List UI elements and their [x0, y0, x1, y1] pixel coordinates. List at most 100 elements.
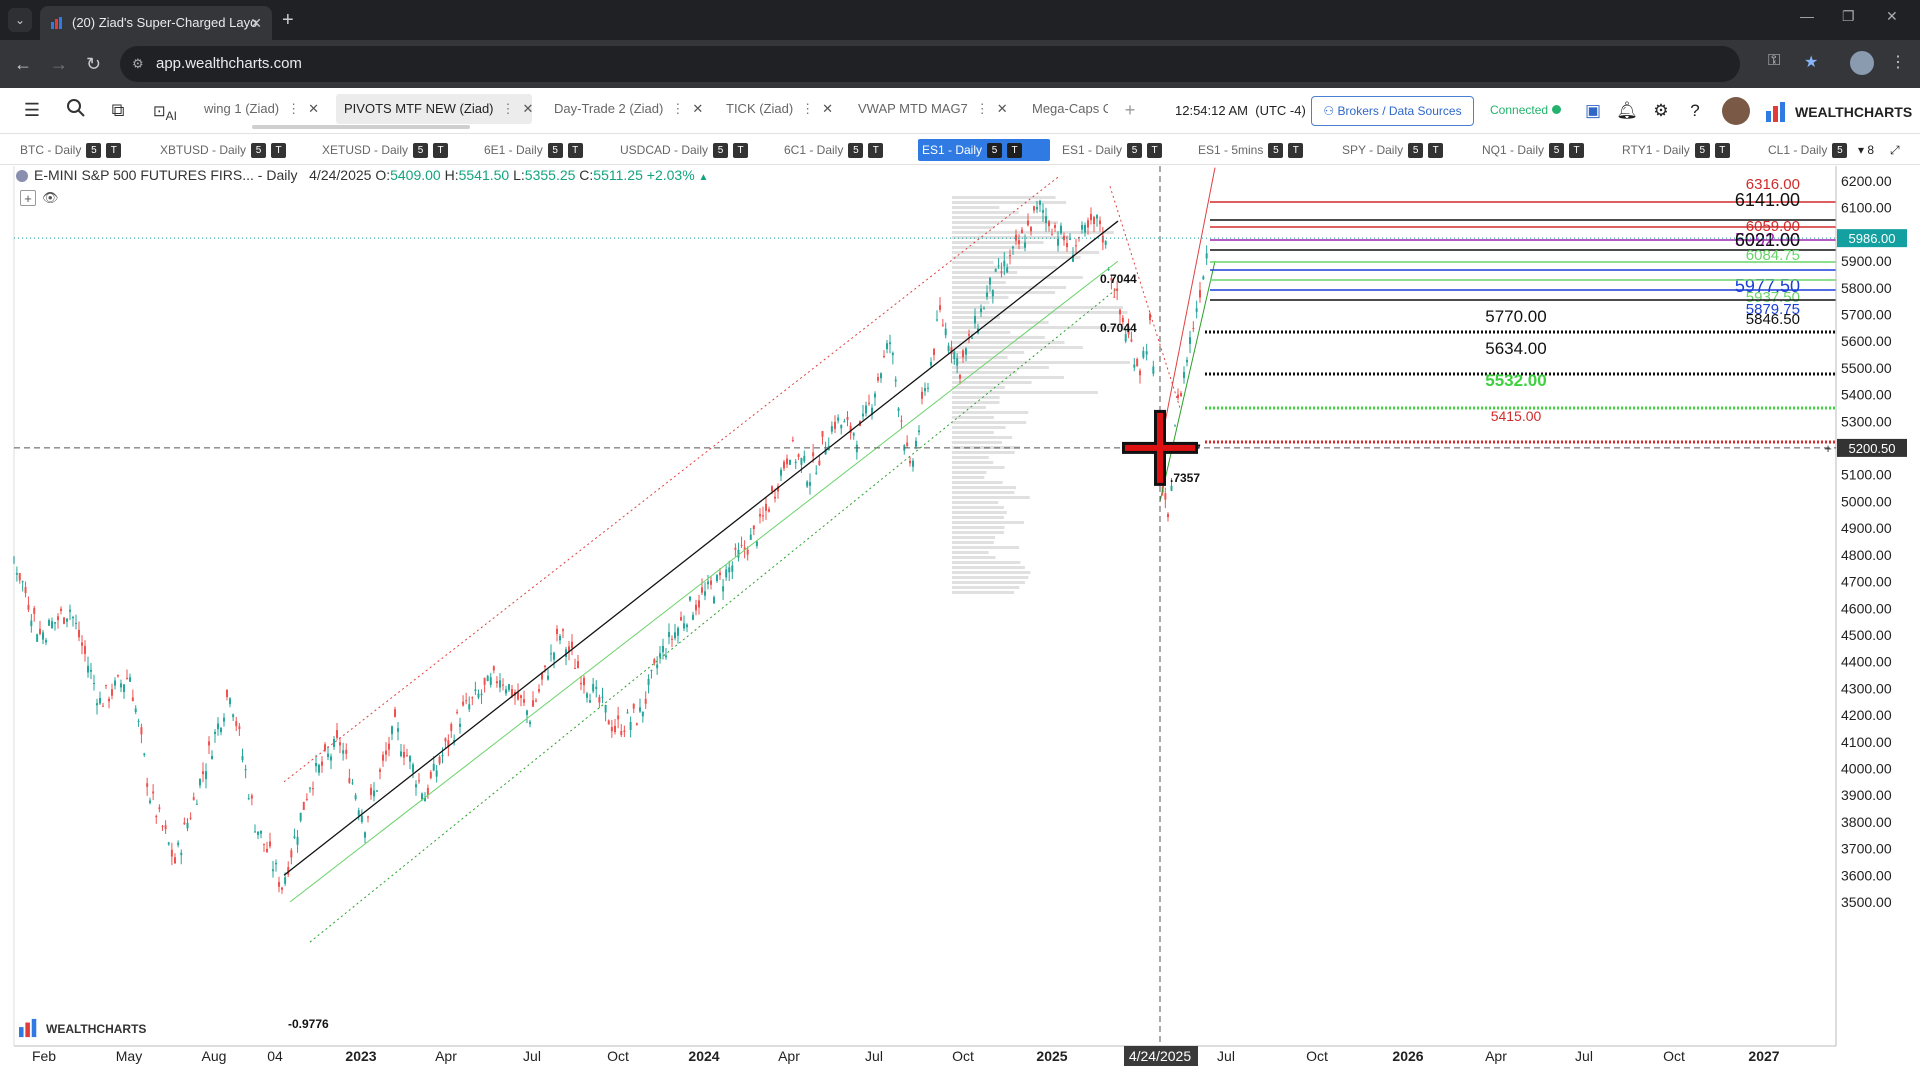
close-tab-icon[interactable]: ✕	[308, 101, 320, 116]
settings-box[interactable]: 5	[251, 143, 267, 159]
bell-icon[interactable]: 🔔︎	[1616, 101, 1638, 120]
candle-body	[30, 620, 33, 627]
template-box[interactable]: T	[1288, 143, 1304, 159]
layout-tab-0[interactable]: wing 1 (Ziad) ⋮ ✕	[196, 94, 319, 124]
symbols-overflow-button[interactable]: ▾ 8	[1858, 143, 1875, 157]
candle-body	[983, 308, 985, 310]
add-indicator-icon[interactable]: +	[20, 190, 36, 206]
tab-scrollbar[interactable]	[252, 125, 470, 129]
template-box[interactable]: T	[106, 143, 122, 159]
layouts-icon[interactable]: ⧉	[111, 100, 125, 120]
candle-body	[550, 653, 552, 655]
symbol-tab-es1[interactable]: ES1 - Daily 5 T	[1058, 139, 1166, 161]
symbol-tab-6e1[interactable]: 6E1 - Daily 5 T	[480, 139, 587, 161]
symbol-tab-nq1[interactable]: NQ1 - Daily 5 T	[1478, 139, 1588, 161]
layout-tab-4[interactable]: VWAP MTD MAG7 ⋮ ✕	[850, 94, 1008, 124]
close-tab-icon[interactable]: ✕	[822, 101, 834, 116]
address-input[interactable]: ⚙ app.wealthcharts.com	[120, 46, 1740, 82]
close-tab-icon[interactable]: ✕	[996, 101, 1008, 116]
layout-tab-5[interactable]: Mega-Caps C	[1024, 94, 1108, 124]
settings-box[interactable]: 5	[713, 143, 729, 159]
template-box[interactable]: T	[271, 143, 287, 159]
close-tab-icon[interactable]: ✕	[522, 101, 534, 116]
template-box[interactable]: T	[868, 143, 884, 159]
close-tab-icon[interactable]: ✕	[250, 15, 262, 31]
x-tick-label: Jul	[1217, 1048, 1235, 1064]
symbol-tab-rty1[interactable]: RTY1 - Daily 5 T	[1618, 139, 1734, 161]
profile-avatar[interactable]	[1850, 51, 1874, 75]
candle-body	[526, 710, 528, 715]
template-box[interactable]: T	[567, 143, 583, 159]
settings-box[interactable]: 5	[987, 143, 1003, 159]
template-box[interactable]: T	[733, 143, 749, 159]
candle-body	[1039, 200, 1041, 205]
bookmark-star-icon[interactable]: ★	[1804, 54, 1819, 71]
volume-profile-bar	[952, 276, 1083, 279]
search-icon[interactable]	[64, 98, 88, 122]
browser-tab[interactable]: (20) Ziad's Super-Charged Layo ✕	[40, 6, 272, 40]
template-box[interactable]: T	[1714, 143, 1730, 159]
symbol-tab-spy[interactable]: SPY - Daily 5 T	[1338, 139, 1447, 161]
layout-tab-1[interactable]: PIVOTS MTF NEW (Ziad) ⋮ ✕	[336, 94, 534, 124]
tab-options-icon[interactable]: ⋮	[671, 101, 685, 116]
symbol-tab-usdcad[interactable]: USDCAD - Daily 5 T	[616, 139, 752, 161]
brokers-data-sources-button[interactable]: ⚇ Brokers / Data Sources	[1311, 96, 1474, 126]
settings-box[interactable]: 5	[1268, 143, 1284, 159]
template-box[interactable]: T	[1007, 143, 1023, 159]
tab-search-icon[interactable]: ⌄	[8, 8, 32, 32]
template-box[interactable]: T	[1569, 143, 1585, 159]
settings-box[interactable]: 5	[1127, 143, 1143, 159]
tab-options-icon[interactable]: ⋮	[975, 101, 989, 116]
symbol-tab-btc[interactable]: BTC - Daily 5 T	[16, 139, 125, 161]
close-window-icon[interactable]: ✕	[1886, 8, 1898, 24]
reload-icon[interactable]: ↻	[86, 54, 102, 74]
avatar[interactable]	[1722, 97, 1750, 125]
back-icon[interactable]: ←	[14, 54, 32, 74]
settings-box[interactable]: 5	[413, 143, 429, 159]
settings-box[interactable]: 5	[848, 143, 864, 159]
layout-tab-3[interactable]: TICK (Ziad) ⋮ ✕	[718, 94, 833, 124]
settings-box[interactable]: 5	[1832, 143, 1848, 159]
site-info-icon[interactable]: ⚙	[132, 56, 144, 71]
browser-menu-icon[interactable]: ⋮	[1890, 54, 1906, 71]
symbol-tab-es1-active[interactable]: ES1 - Daily 5 T	[918, 139, 1050, 161]
expand-icon[interactable]: ⤢	[1890, 143, 1900, 157]
settings-box[interactable]: 5	[1694, 143, 1710, 159]
tab-options-icon[interactable]: ⋮	[501, 101, 515, 116]
candle-body	[704, 591, 706, 596]
settings-box[interactable]: 5	[1549, 143, 1565, 159]
hide-drawings-icon[interactable]: 👁︎	[42, 190, 59, 205]
symbol-tab-xetusd[interactable]: XETUSD - Daily 5 T	[318, 139, 452, 161]
gear-icon[interactable]: ⚙	[1653, 101, 1669, 120]
tab-options-icon[interactable]: ⋮	[801, 101, 815, 116]
add-layout-tab-button[interactable]: +	[1124, 100, 1136, 120]
ai-assistant-button[interactable]: ⊡AI	[148, 98, 182, 123]
template-box[interactable]: T	[1147, 143, 1163, 159]
minimize-icon[interactable]: —	[1800, 8, 1814, 24]
close-tab-icon[interactable]: ✕	[692, 101, 704, 116]
candle-body	[18, 573, 21, 581]
tab-options-icon[interactable]: ⋮	[287, 101, 301, 116]
symbol-tab-es1-5min[interactable]: ES1 - 5mins 5 T	[1194, 139, 1307, 161]
settings-box[interactable]: 5	[86, 143, 102, 159]
restore-icon[interactable]: ❐	[1842, 8, 1855, 24]
password-key-icon[interactable]: ⚿	[1768, 52, 1781, 69]
template-box[interactable]: T	[433, 143, 449, 159]
settings-box[interactable]: 5	[1408, 143, 1424, 159]
candle-body	[336, 730, 338, 738]
symbol-tab-cl1[interactable]: CL1 - Daily 5	[1764, 139, 1860, 161]
settings-box[interactable]: 5	[547, 143, 563, 159]
y-tick-label: 4400.00	[1841, 654, 1892, 670]
template-box[interactable]: T	[1428, 143, 1444, 159]
save-icon[interactable]: ▣	[1584, 101, 1602, 120]
layout-tab-2[interactable]: Day-Trade 2 (Ziad) ⋮ ✕	[546, 94, 703, 124]
symbol-tab-xbtusd[interactable]: XBTUSD - Daily 5 T	[156, 139, 290, 161]
symbol-tab-6c1[interactable]: 6C1 - Daily 5 T	[780, 139, 887, 161]
hamburger-menu-icon[interactable]: ☰	[23, 100, 41, 120]
new-tab-button[interactable]: +	[282, 9, 294, 31]
forward-icon[interactable]: →	[50, 54, 68, 74]
help-icon[interactable]: ?	[1690, 101, 1700, 120]
volume-profile-bar	[952, 306, 1123, 309]
